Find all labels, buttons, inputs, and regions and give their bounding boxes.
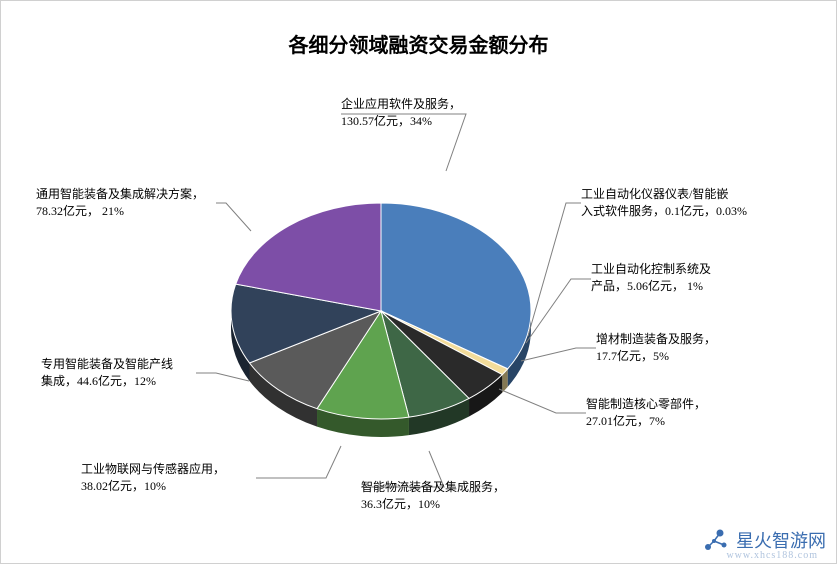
slice-label: 智能制造核心零部件， 27.01亿元，7% xyxy=(586,396,706,430)
slice-label: 通用智能装备及集成解决方案， 78.32亿元， 21% xyxy=(36,186,204,220)
leader-line xyxy=(521,348,596,361)
leader-line xyxy=(196,373,249,381)
pie-chart: 企业应用软件及服务， 130.57亿元，34% 工业自动化仪器仪表/智能嵌 入式软… xyxy=(1,81,837,541)
watermark-url: www.xhcs188.com xyxy=(726,550,818,561)
leader-line xyxy=(216,203,251,231)
slice-label: 工业自动化控制系统及 产品，5.06亿元， 1% xyxy=(591,261,711,295)
slice-label: 智能物流装备及集成服务， 36.3亿元，10% xyxy=(361,479,505,513)
slice-label: 增材制造装备及服务， 17.7亿元，5% xyxy=(596,331,716,365)
leader-line xyxy=(526,279,591,343)
slice-label: 专用智能装备及智能产线 集成，44.6亿元，12% xyxy=(41,356,173,390)
slice-label: 工业自动化仪器仪表/智能嵌 入式软件服务，0.1亿元，0.03% xyxy=(581,186,747,220)
leader-line xyxy=(256,446,341,478)
leader-line xyxy=(499,389,586,413)
leader-line xyxy=(528,203,581,336)
chart-title: 各细分领域融资交易金额分布 xyxy=(1,1,836,58)
slice-label: 工业物联网与传感器应用， 38.02亿元，10% xyxy=(81,461,225,495)
slice-label: 企业应用软件及服务， 130.57亿元，34% xyxy=(341,96,461,130)
